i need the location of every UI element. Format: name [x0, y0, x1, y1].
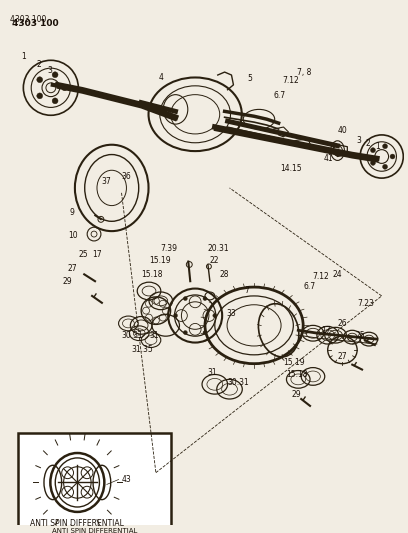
Text: 24: 24 [333, 270, 342, 279]
Text: 3: 3 [47, 66, 52, 75]
Text: 15.19: 15.19 [149, 256, 171, 265]
Text: 6.7: 6.7 [274, 91, 286, 100]
Text: 36: 36 [122, 172, 131, 181]
Text: 9: 9 [69, 208, 74, 217]
Circle shape [183, 296, 187, 301]
Text: 7.23: 7.23 [357, 299, 374, 308]
Text: 31.35: 31.35 [131, 345, 153, 354]
Text: 3: 3 [356, 136, 361, 146]
Text: 15.18: 15.18 [286, 370, 308, 379]
Text: 17: 17 [92, 250, 102, 259]
Text: 6.7: 6.7 [303, 281, 315, 290]
Text: 31: 31 [207, 368, 217, 377]
Text: 7, 8: 7, 8 [297, 68, 312, 77]
Text: 1: 1 [21, 52, 26, 61]
Text: 29: 29 [62, 277, 72, 286]
Text: 26: 26 [337, 319, 347, 328]
Circle shape [370, 148, 375, 152]
Text: 25: 25 [78, 250, 88, 259]
Text: 4303 100: 4303 100 [11, 19, 58, 28]
Text: 4: 4 [159, 74, 164, 83]
Text: 22: 22 [210, 256, 220, 265]
Circle shape [213, 313, 217, 318]
Text: 15.19: 15.19 [284, 358, 305, 367]
Text: 15.18: 15.18 [141, 270, 163, 279]
Circle shape [173, 313, 177, 318]
Text: 14.15: 14.15 [281, 164, 302, 173]
Circle shape [203, 296, 207, 301]
Circle shape [390, 154, 395, 159]
Text: 30.31: 30.31 [122, 330, 143, 340]
Circle shape [37, 77, 43, 83]
Text: 7.39: 7.39 [161, 244, 178, 253]
Text: 1: 1 [375, 142, 379, 151]
Text: 43: 43 [122, 475, 131, 484]
Text: 7: 7 [244, 286, 249, 295]
Circle shape [52, 72, 58, 78]
FancyBboxPatch shape [18, 433, 171, 533]
Text: 7.12: 7.12 [312, 272, 329, 281]
Text: 27: 27 [68, 264, 77, 273]
Text: ANTI SPIN DIFFERENTIAL: ANTI SPIN DIFFERENTIAL [52, 528, 137, 533]
Text: 20.31: 20.31 [208, 244, 230, 253]
Text: 40: 40 [337, 126, 347, 135]
Text: 33: 33 [226, 309, 236, 318]
Circle shape [183, 330, 187, 335]
Text: 37: 37 [102, 176, 112, 185]
Text: 4303 100: 4303 100 [10, 14, 46, 23]
Circle shape [62, 85, 68, 91]
Text: 2: 2 [365, 139, 370, 148]
Text: 29: 29 [291, 390, 301, 399]
Circle shape [383, 144, 388, 149]
Text: 41: 41 [324, 154, 333, 163]
Text: 25: 25 [355, 330, 365, 340]
Circle shape [370, 160, 375, 165]
Text: 27: 27 [337, 352, 347, 361]
Text: 7.12: 7.12 [283, 76, 299, 85]
Circle shape [52, 98, 58, 104]
Text: 31: 31 [149, 330, 159, 340]
Text: 30.31: 30.31 [228, 378, 249, 387]
Text: 28: 28 [220, 270, 229, 279]
Circle shape [383, 164, 388, 169]
Text: 17: 17 [321, 326, 330, 335]
Text: ANTI SPIN DIFFERENTIAL: ANTI SPIN DIFFERENTIAL [31, 519, 124, 528]
Circle shape [37, 93, 43, 99]
Text: 2: 2 [36, 60, 41, 69]
Text: 10: 10 [69, 231, 78, 239]
Circle shape [203, 330, 207, 335]
Text: 5: 5 [247, 75, 252, 84]
